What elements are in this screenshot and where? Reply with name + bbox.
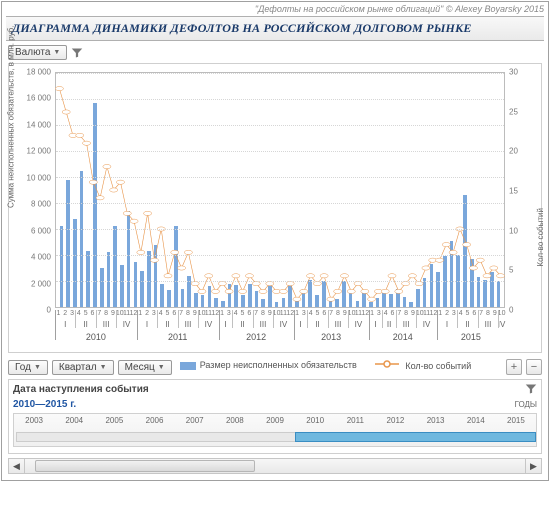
currency-selector[interactable]: Валюта ▼: [8, 45, 67, 60]
filter-icon[interactable]: [525, 383, 537, 395]
currency-row: Валюта ▼: [8, 45, 542, 60]
legend-bar: Размер неисполненных обязательств: [180, 360, 357, 370]
attribution-text: "Дефолты на российском рынке облигаций" …: [6, 4, 544, 14]
filter-icon[interactable]: [71, 47, 83, 59]
app-frame: "Дефолты на российском рынке облигаций" …: [1, 1, 549, 481]
page-title: ДИАГРАММА ДИНАМИКИ ДЕФОЛТОВ НА РОССИЙСКО…: [6, 16, 544, 41]
chart-legend: Размер неисполненных обязательств Кол-во…: [176, 359, 476, 375]
legend-line: Кол-во событий: [375, 359, 471, 371]
scroll-right-button[interactable]: ▶: [525, 459, 541, 473]
horizontal-scrollbar[interactable]: ◀ ▶: [8, 458, 542, 474]
x-axis: 1234567891011121234567891011121345678910…: [55, 310, 505, 348]
y-axis-right-label: Кол-во событий: [537, 208, 546, 267]
scrollbar-track[interactable]: [25, 459, 525, 473]
timeline-selection[interactable]: [295, 432, 536, 442]
period-controls: Год▼ Квартал▼ Месяц▼ Размер неисполненны…: [6, 357, 544, 377]
chart-area: Сумма неисполненных обязательств, в млн.…: [8, 63, 542, 353]
zoom-out-button[interactable]: −: [526, 359, 542, 375]
scroll-left-button[interactable]: ◀: [9, 459, 25, 473]
chart-plot: [55, 72, 505, 308]
date-range-section: Дата наступления события 2010—2015 г. ГО…: [8, 379, 542, 454]
period-quarter-button[interactable]: Квартал▼: [52, 360, 114, 375]
scrollbar-thumb[interactable]: [35, 460, 255, 472]
currency-label: Валюта: [15, 47, 50, 58]
chevron-down-icon: ▼: [53, 49, 60, 56]
timeline[interactable]: 2003200420052006200720082009201020112012…: [13, 413, 537, 447]
zoom-in-button[interactable]: +: [506, 359, 522, 375]
years-unit-label: ГОДЫ: [515, 400, 537, 409]
date-section-title: Дата наступления события: [13, 384, 149, 395]
period-year-button[interactable]: Год▼: [8, 360, 48, 375]
period-month-button[interactable]: Месяц▼: [118, 360, 172, 375]
selected-range: 2010—2015 г.: [13, 399, 76, 410]
